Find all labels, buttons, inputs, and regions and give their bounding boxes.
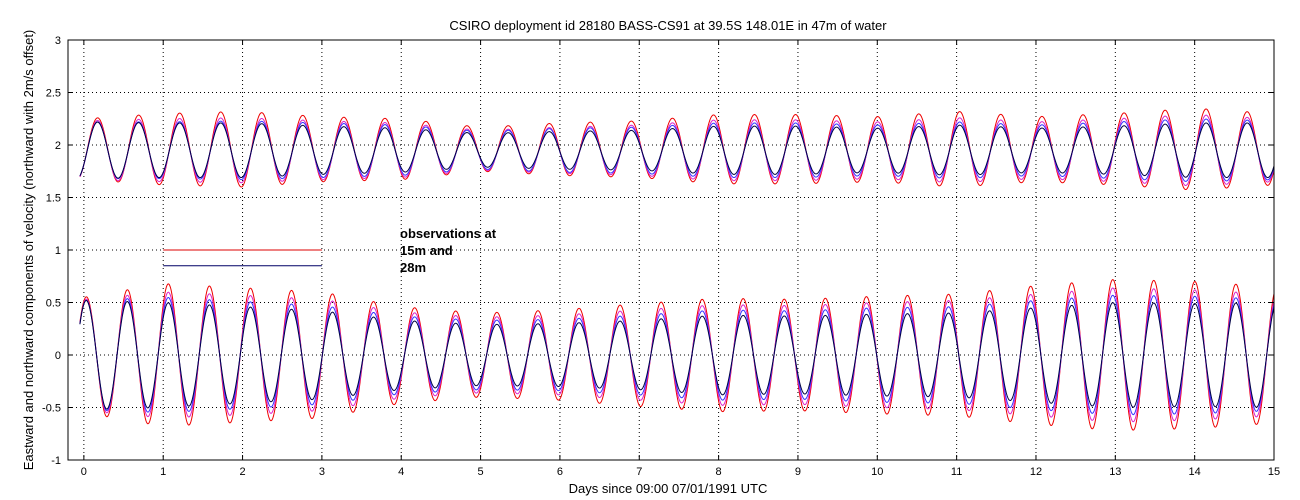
x-tick-label: 8 [716,466,722,478]
x-axis-label: Days since 09:00 07/01/1991 UTC [569,481,768,496]
x-tick-label: 3 [319,466,325,478]
x-tick-label: 6 [557,466,563,478]
y-tick-label: 2.5 [46,88,61,100]
y-axis-label: Eastward and northward components of vel… [21,30,36,471]
legend-key [163,249,322,267]
annotation-line-1: observations at [400,226,497,241]
y-tick-label: -0.5 [42,403,61,415]
x-tick-label: 9 [795,466,801,478]
series-line-northward_offset-3 [79,121,1275,179]
series-line-northward_offset-0 [79,108,1275,191]
series-line-eastward-7 [79,299,1275,410]
x-tick-label: 14 [1189,466,1201,478]
chart-title: CSIRO deployment id 28180 BASS-CS91 at 3… [449,18,887,33]
y-tick-label: 0 [55,350,61,362]
axis-ticks: 0 1 2 3 4 5 6 7 8 9 10 11 12 13 14 15-1-0.500.511.522.5… [42,35,1280,478]
x-tick-label: 2 [239,466,245,478]
y-tick-label: 1.5 [46,193,61,205]
x-tick-label: 4 [398,466,404,478]
x-tick-label: 10 [871,466,883,478]
y-tick-label: 3 [55,35,61,47]
series-layer [79,108,1275,431]
x-tick-label: 5 [478,466,484,478]
x-tick-label: 15 [1268,466,1280,478]
x-tick-label: 1 [160,466,166,478]
annotation-line-3: 28m [400,260,426,275]
annotation: observations at 15m and 28m [400,226,497,275]
y-tick-label: 0.5 [46,298,61,310]
x-tick-label: 0 [81,466,87,478]
x-tick-label: 11 [951,466,962,478]
annotation-line-2: 15m and [400,243,453,258]
y-tick-label: 1 [55,245,61,257]
x-tick-label: 7 [636,466,642,478]
y-tick-label: 2 [55,140,61,152]
x-tick-label: 12 [1030,466,1042,478]
x-tick-label: 13 [1109,466,1121,478]
y-tick-label: -1 [51,455,61,467]
